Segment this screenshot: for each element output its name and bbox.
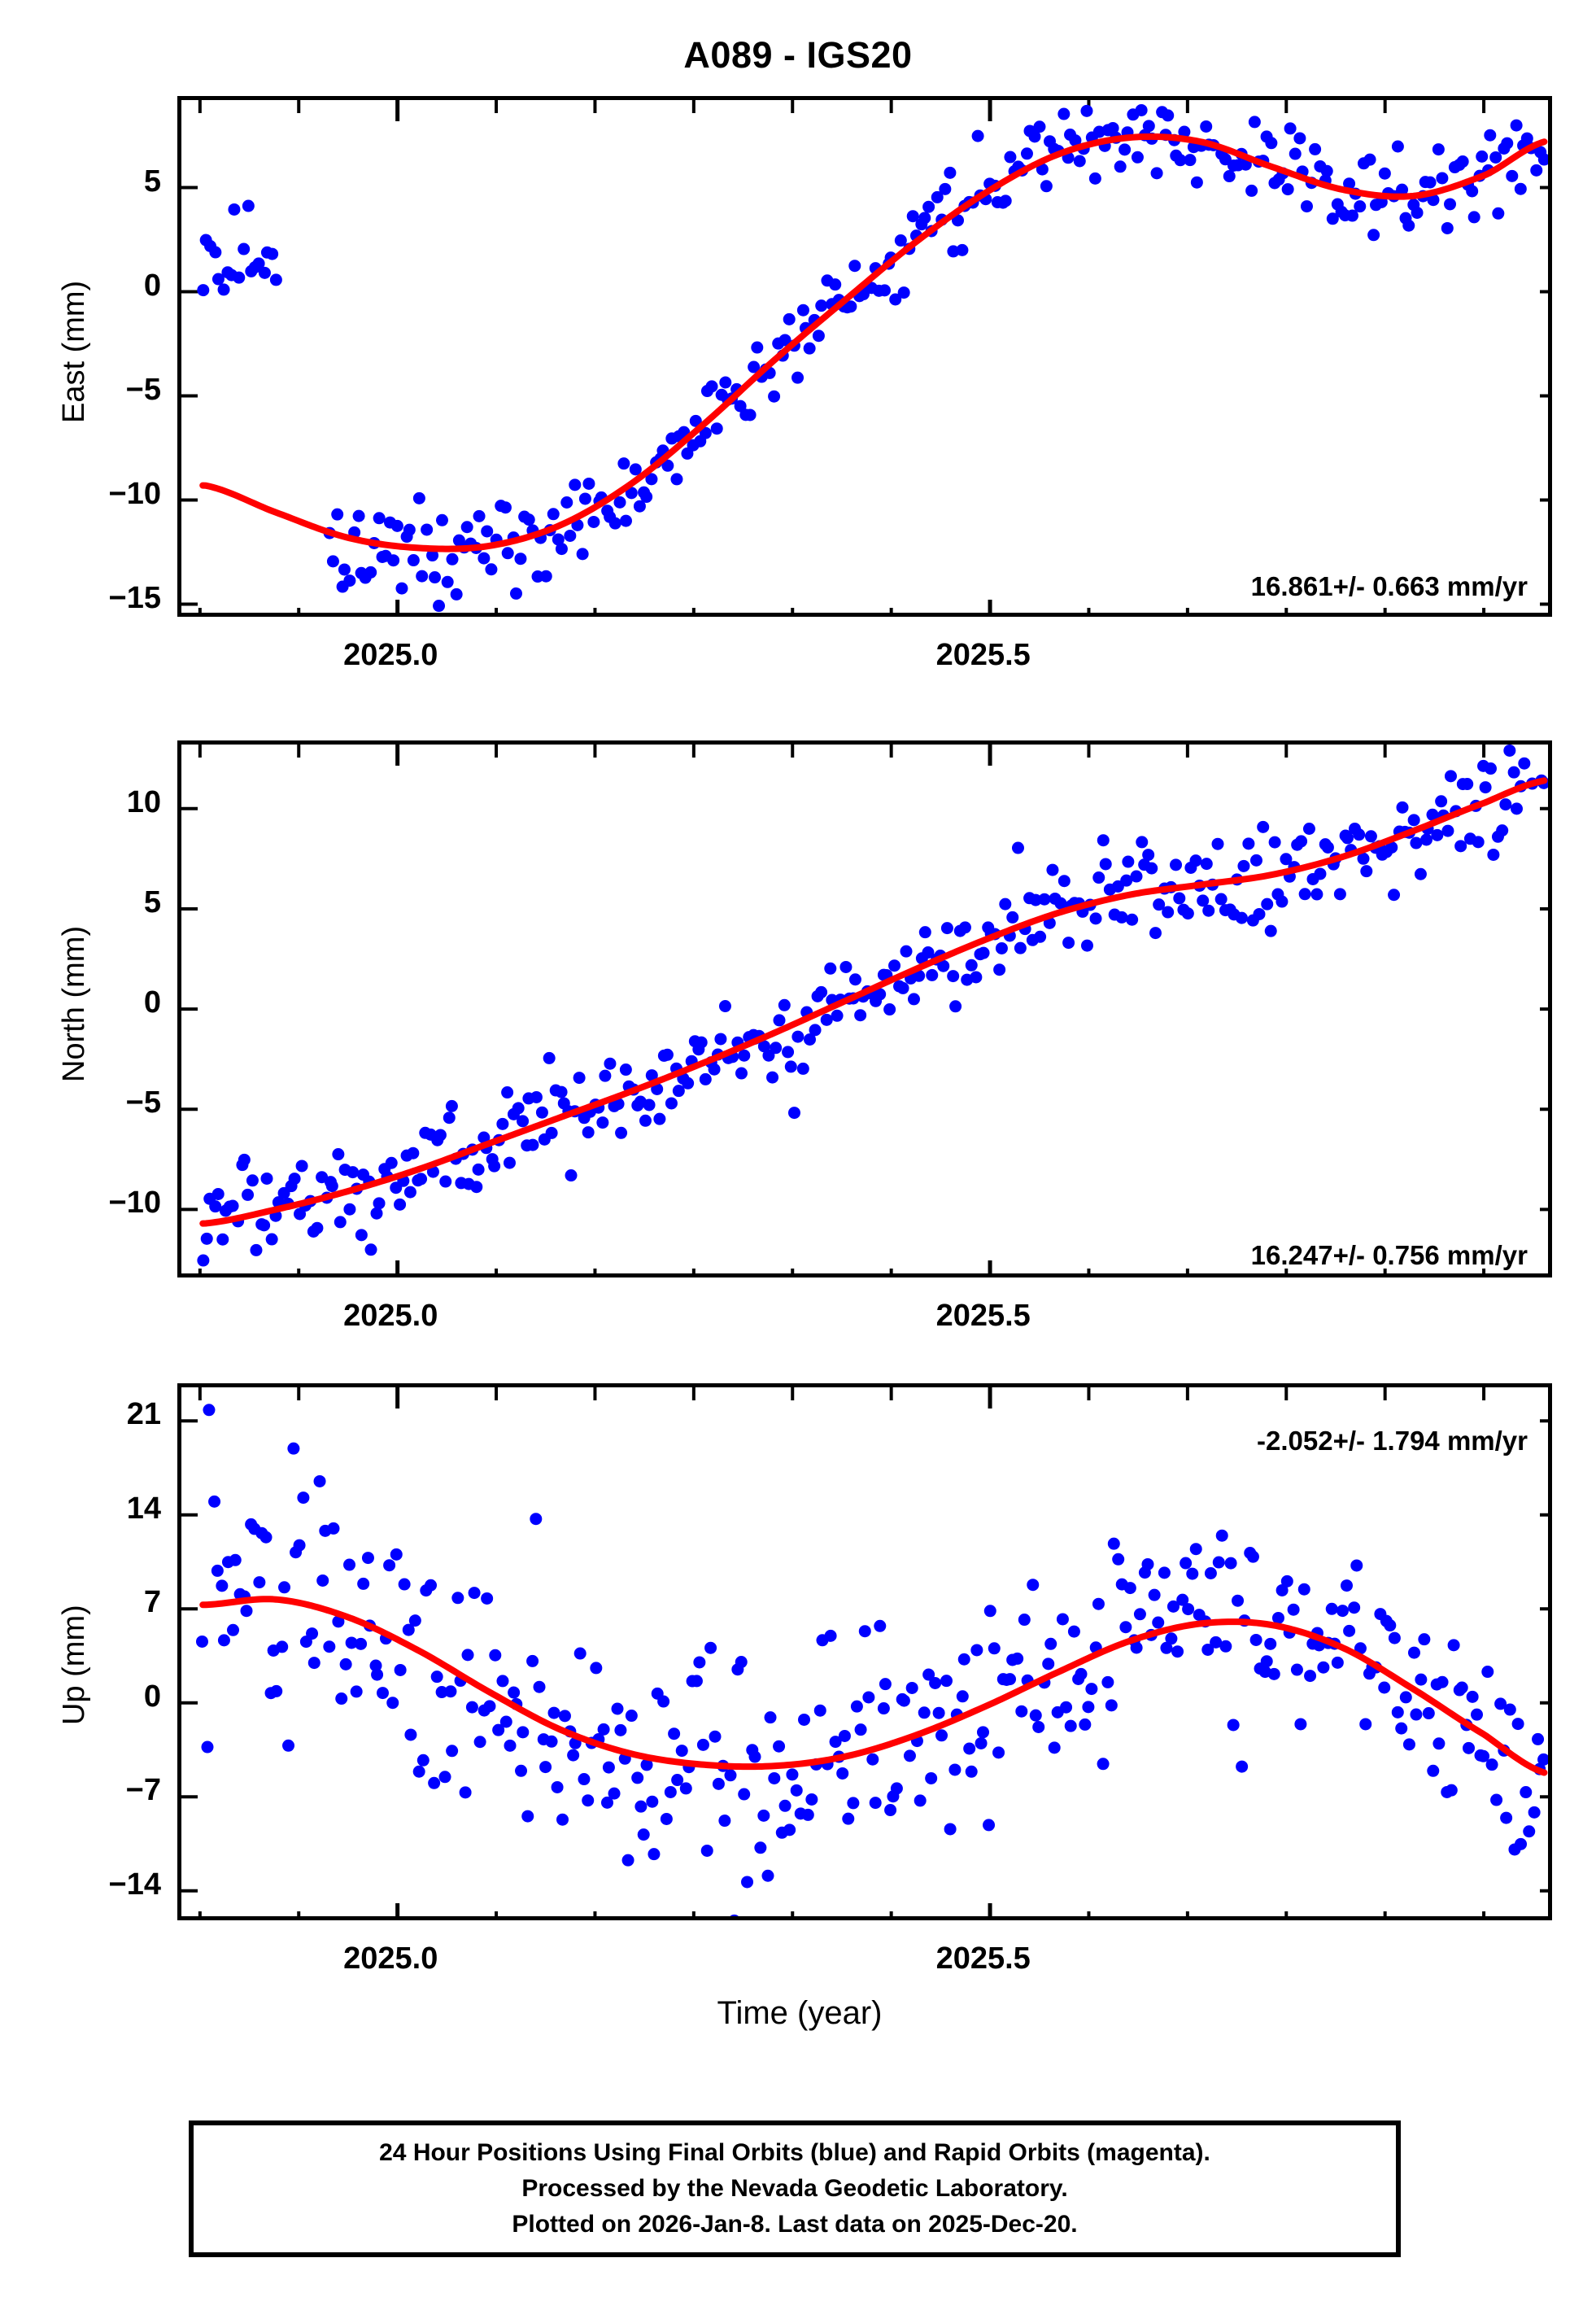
y-tick-label: 0 [143, 268, 161, 303]
rate-annotation-east: 16.861+/- 0.663 mm/yr [1250, 571, 1528, 601]
page-title: A089 - IGS20 [683, 34, 913, 76]
axis-ticks [181, 1387, 1548, 1916]
plot-area-up[interactable] [177, 1383, 1552, 1920]
scatter-points [197, 745, 1548, 1267]
scatter-points [195, 1404, 1548, 1916]
x-tick-label: 2025.5 [935, 1941, 1031, 1976]
model-fit-line [199, 133, 1548, 552]
caption-box: 24 Hour Positions Using Final Orbits (bl… [189, 2120, 1401, 2257]
x-tick-label: 2025.5 [935, 638, 1031, 672]
caption-line-1: 24 Hour Positions Using Final Orbits (bl… [379, 2139, 1210, 2166]
x-tick-label: 2025.5 [935, 1299, 1031, 1333]
y-tick-label: 14 [126, 1491, 161, 1526]
plot-area-east[interactable] [177, 96, 1552, 617]
x-tick-label: 2025.0 [343, 1299, 438, 1333]
y-tick-label: 10 [126, 784, 161, 819]
y-tick-label: 0 [143, 1679, 161, 1714]
x-tick-label: 2025.0 [343, 1941, 438, 1976]
model-fit-line [199, 1596, 1548, 1776]
y-tick-label: −10 [108, 1186, 161, 1221]
y-tick-label: −5 [125, 372, 161, 407]
y-tick-label: 5 [143, 164, 161, 199]
y-tick-label: 21 [126, 1397, 161, 1432]
rate-annotation-north: 16.247+/- 0.756 mm/yr [1250, 1240, 1528, 1270]
y-tick-label: −15 [108, 580, 161, 615]
caption-line-3: Plotted on 2026-Jan-8. Last data on 2025… [512, 2211, 1078, 2238]
model-fit-line [199, 777, 1548, 1227]
axis-ticks [181, 100, 1548, 613]
plot-area-north[interactable] [177, 740, 1552, 1277]
caption-line-2: Processed by the Nevada Geodetic Laborat… [521, 2175, 1068, 2202]
x-axis-title: Time (year) [717, 1995, 883, 2031]
y-tick-label: −7 [125, 1773, 161, 1808]
y-tick-label: −5 [125, 1085, 161, 1120]
y-tick-label: −10 [108, 476, 161, 511]
y-tick-label: 7 [143, 1585, 161, 1620]
scatter-points [197, 103, 1548, 613]
y-tick-label: 5 [143, 884, 161, 919]
y-tick-label: 0 [143, 985, 161, 1020]
y-tick-label: −14 [108, 1867, 161, 1902]
x-tick-label: 2025.0 [343, 638, 438, 672]
axis-ticks [181, 745, 1548, 1273]
rate-annotation-up: -2.052+/- 1.794 mm/yr [1257, 1426, 1528, 1456]
